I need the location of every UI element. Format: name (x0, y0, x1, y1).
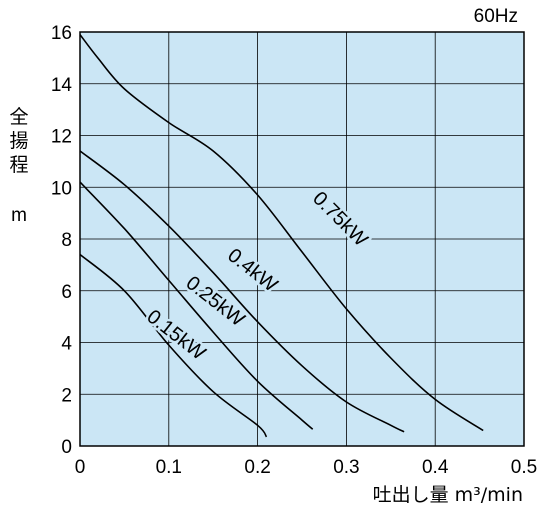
y-tick-labels: 0 2 4 6 8 10 12 14 16 (51, 23, 73, 458)
x-axis-label: 吐出し量 m³/min (373, 484, 523, 506)
y-tick-label: 2 (61, 385, 72, 406)
x-tick-labels: 0 0.1 0.2 0.3 0.4 0.5 (75, 457, 538, 478)
plot-frame (79, 31, 525, 447)
y-axis-label-char-3: 程 (9, 154, 28, 176)
y-axis-unit: m (11, 205, 27, 226)
curves (79, 34, 484, 438)
x-tick-label: 0.2 (244, 457, 270, 478)
y-tick-label: 10 (51, 178, 72, 199)
y-tick-label: 4 (61, 334, 72, 355)
y-axis-label-char-2: 揚 (9, 130, 28, 152)
y-tick-label: 14 (51, 75, 73, 96)
y-tick-label: 16 (51, 23, 72, 44)
y-tick-label: 0 (61, 437, 72, 458)
y-axis-label-char-1: 全 (9, 106, 28, 128)
x-tick-label: 0.1 (156, 457, 182, 478)
curve-0.15kW (79, 253, 268, 438)
x-tick-label: 0.4 (422, 457, 449, 478)
curve-0.4kW (79, 150, 405, 433)
curve-0.75kW (79, 34, 484, 432)
curve-0.25kW (79, 181, 314, 430)
frequency-note: 60Hz (474, 6, 518, 27)
x-tick-label: 0.5 (511, 457, 537, 478)
y-tick-label: 8 (61, 230, 72, 251)
y-tick-label: 6 (61, 282, 72, 303)
x-tick-label: 0 (75, 457, 86, 478)
x-tick-label: 0.3 (333, 457, 359, 478)
y-tick-label: 12 (51, 127, 72, 148)
